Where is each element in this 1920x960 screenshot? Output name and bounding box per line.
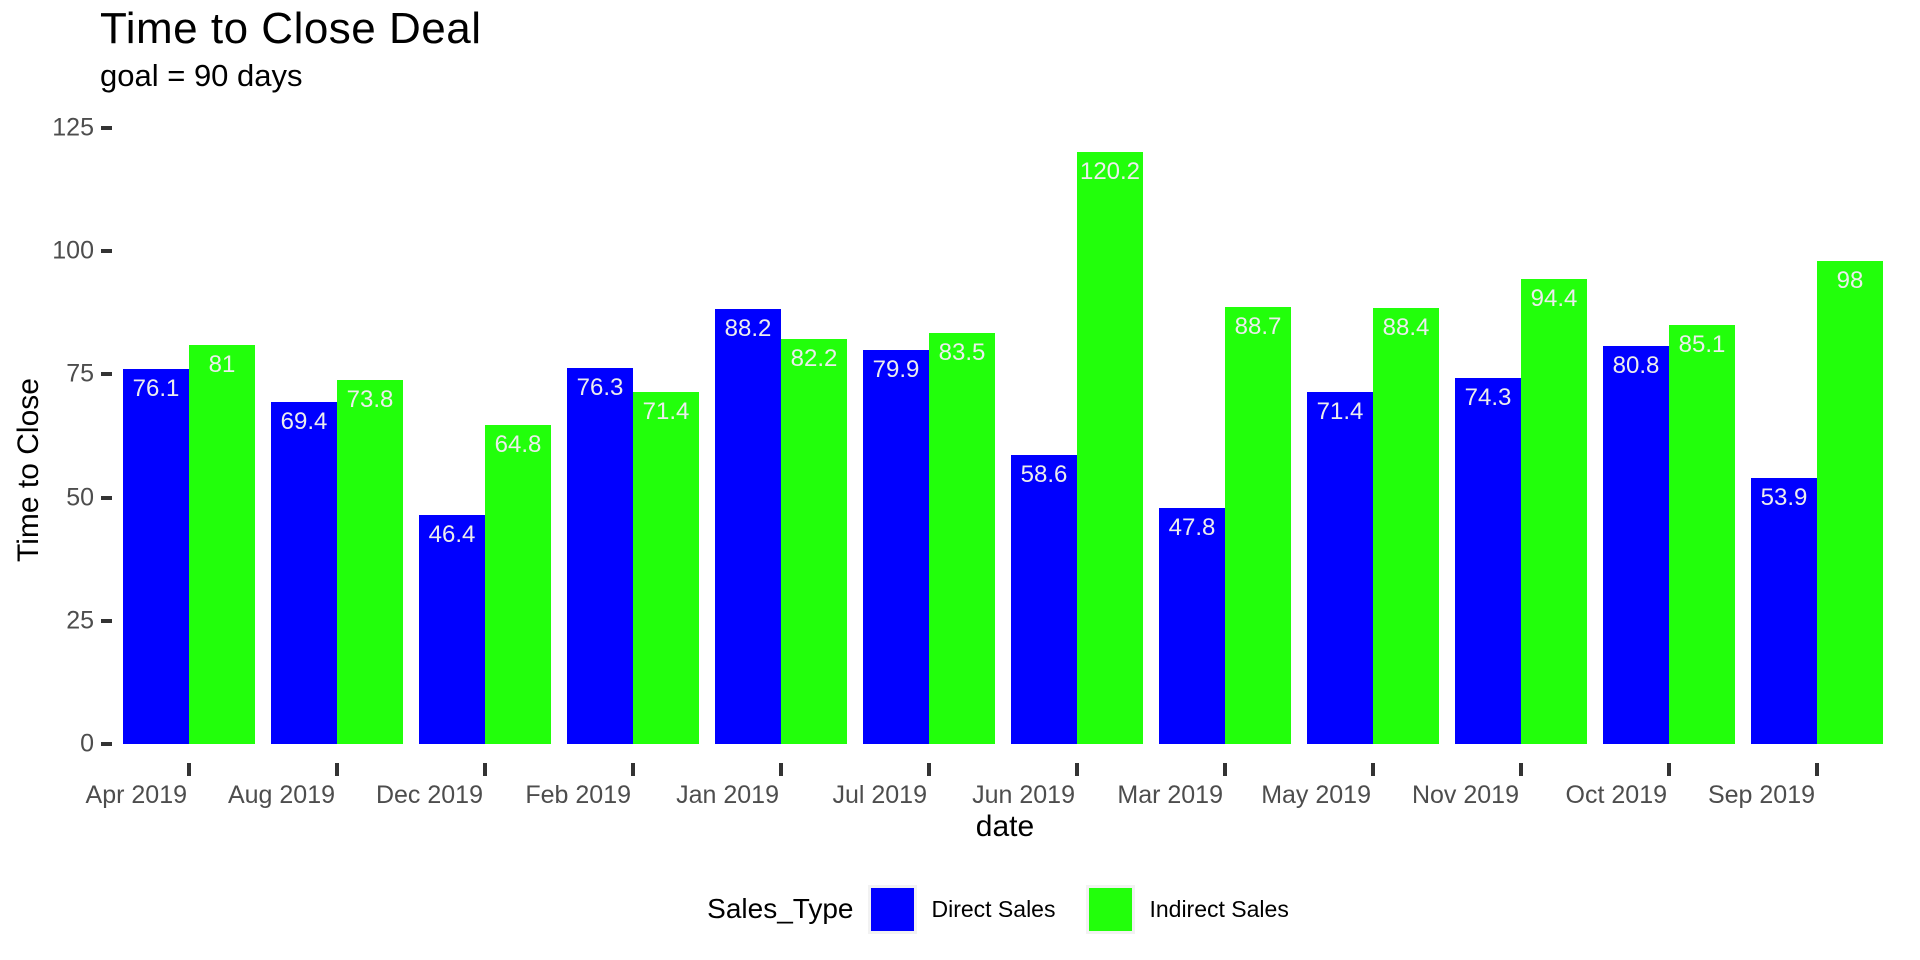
x-tick-label-nov-2019: Nov 2019: [1411, 781, 1519, 809]
bar-indirect-sales-jan-2019: 82.2: [781, 339, 847, 744]
bar-indirect-sales-apr-2019: 81: [189, 345, 255, 744]
bar-value-label-direct-sales-nov-2019: 74.3: [1464, 384, 1512, 411]
x-tick-label-aug-2019: Aug 2019: [227, 781, 335, 809]
bar-value-label-direct-sales-aug-2019: 69.4: [280, 408, 328, 435]
legend: Sales_Type Direct Sales Indirect Sales: [110, 884, 1920, 934]
bar-direct-sales-mar-2019: 47.8: [1159, 508, 1225, 744]
x-tick-mark-jul-2019: [927, 763, 931, 776]
bar-value-label-direct-sales-jun-2019: 58.6: [1020, 461, 1068, 488]
x-tick-mark-jan-2019: [779, 763, 783, 776]
bar-indirect-sales-feb-2019: 71.4: [633, 392, 699, 744]
bar-indirect-sales-jun-2019: 120.2: [1077, 152, 1143, 744]
legend-key-direct-sales: [868, 884, 918, 934]
bar-value-label-direct-sales-sep-2019: 53.9: [1760, 484, 1808, 511]
legend-key-indirect-sales: [1086, 884, 1136, 934]
y-axis-title: Time to Close: [12, 378, 45, 562]
bar-value-label-indirect-sales-may-2019: 88.4: [1382, 314, 1430, 341]
legend-title: Sales_Type: [707, 893, 854, 924]
y-tick-label-125: 125: [52, 113, 94, 142]
x-tick-label-feb-2019: Feb 2019: [525, 781, 631, 809]
x-tick-mark-dec-2019: [483, 763, 487, 776]
y-tick-mark-0: [101, 742, 112, 746]
y-tick-label-25: 25: [66, 606, 94, 635]
bar-value-label-direct-sales-jan-2019: 88.2: [724, 315, 772, 342]
x-tick-mark-apr-2019: [187, 763, 191, 776]
y-tick-label-0: 0: [80, 729, 94, 758]
bar-value-label-indirect-sales-jan-2019: 82.2: [790, 345, 838, 372]
y-tick-label-50: 50: [66, 483, 94, 512]
x-tick-mark-aug-2019: [335, 763, 339, 776]
y-tick-mark-125: [101, 126, 112, 130]
bar-direct-sales-jun-2019: 58.6: [1011, 455, 1077, 744]
bar-direct-sales-sep-2019: 53.9: [1751, 478, 1817, 744]
bar-value-label-indirect-sales-oct-2019: 85.1: [1678, 331, 1726, 358]
x-tick-label-may-2019: May 2019: [1261, 781, 1371, 809]
x-tick-mark-oct-2019: [1667, 763, 1671, 776]
bar-direct-sales-dec-2019: 46.4: [419, 515, 485, 744]
y-tick-mark-100: [101, 249, 112, 254]
x-tick-label-mar-2019: Mar 2019: [1117, 781, 1223, 809]
legend-label-indirect-sales: Indirect Sales: [1149, 895, 1289, 922]
x-tick-mark-mar-2019: [1223, 763, 1227, 776]
bar-value-label-direct-sales-apr-2019: 76.1: [132, 375, 180, 402]
bar-direct-sales-oct-2019: 80.8: [1603, 346, 1669, 744]
bar-direct-sales-jan-2019: 88.2: [715, 309, 781, 744]
x-tick-mark-sep-2019: [1815, 763, 1819, 776]
bar-value-label-indirect-sales-dec-2019: 64.8: [494, 431, 542, 458]
bar-direct-sales-nov-2019: 74.3: [1455, 378, 1521, 744]
y-tick-label-75: 75: [66, 359, 94, 388]
y-tick-mark-50: [101, 495, 112, 500]
bar-indirect-sales-aug-2019: 73.8: [337, 380, 403, 744]
bar-value-label-direct-sales-mar-2019: 47.8: [1168, 514, 1216, 541]
bar-value-label-indirect-sales-aug-2019: 73.8: [346, 386, 394, 413]
x-tick-mark-feb-2019: [631, 763, 635, 776]
bar-value-label-indirect-sales-feb-2019: 71.4: [642, 398, 690, 425]
bar-indirect-sales-nov-2019: 94.4: [1521, 279, 1587, 744]
y-tick-mark-75: [101, 372, 112, 377]
legend-label-direct-sales: Direct Sales: [931, 895, 1056, 922]
bar-indirect-sales-dec-2019: 64.8: [485, 425, 551, 744]
x-axis-title: date: [975, 810, 1035, 843]
bar-value-label-indirect-sales-sep-2019: 98: [1836, 267, 1864, 294]
bar-indirect-sales-mar-2019: 88.7: [1225, 307, 1291, 744]
bar-value-label-indirect-sales-apr-2019: 81: [208, 351, 236, 378]
x-tick-label-dec-2019: Dec 2019: [375, 781, 483, 809]
x-tick-label-jun-2019: Jun 2019: [972, 781, 1075, 809]
bar-direct-sales-jul-2019: 79.9: [863, 350, 929, 744]
legend-item-direct-sales: Direct Sales: [868, 884, 1056, 934]
x-tick-mark-jun-2019: [1075, 763, 1079, 776]
bar-value-label-direct-sales-dec-2019: 46.4: [428, 521, 476, 548]
x-tick-label-sep-2019: Sep 2019: [1707, 781, 1815, 809]
bar-indirect-sales-jul-2019: 83.5: [929, 333, 995, 744]
bar-direct-sales-may-2019: 71.4: [1307, 392, 1373, 744]
x-tick-mark-may-2019: [1371, 763, 1375, 776]
x-tick-label-jul-2019: Jul 2019: [832, 781, 927, 809]
bar-value-label-direct-sales-oct-2019: 80.8: [1612, 352, 1660, 379]
y-tick-mark-25: [101, 618, 112, 623]
bar-value-label-direct-sales-feb-2019: 76.3: [576, 374, 624, 401]
x-tick-label-jan-2019: Jan 2019: [676, 781, 779, 809]
bar-indirect-sales-sep-2019: 98: [1817, 261, 1883, 744]
bar-value-label-direct-sales-may-2019: 71.4: [1316, 398, 1364, 425]
bar-direct-sales-apr-2019: 76.1: [123, 369, 189, 744]
legend-item-indirect-sales: Indirect Sales: [1086, 884, 1289, 934]
chart-subtitle: goal = 90 days: [100, 58, 303, 93]
bar-value-label-indirect-sales-jul-2019: 83.5: [938, 339, 986, 366]
bar-value-label-direct-sales-jul-2019: 79.9: [872, 356, 920, 383]
x-tick-label-apr-2019: Apr 2019: [85, 781, 187, 809]
x-tick-label-oct-2019: Oct 2019: [1565, 781, 1667, 809]
bar-value-label-indirect-sales-mar-2019: 88.7: [1234, 313, 1282, 340]
y-tick-label-100: 100: [52, 236, 94, 265]
bar-value-label-indirect-sales-jun-2019: 120.2: [1079, 158, 1141, 185]
bar-indirect-sales-may-2019: 88.4: [1373, 308, 1439, 744]
bar-direct-sales-aug-2019: 69.4: [271, 402, 337, 744]
bar-indirect-sales-oct-2019: 85.1: [1669, 325, 1735, 744]
x-tick-mark-nov-2019: [1519, 763, 1523, 776]
chart-title: Time to Close Deal: [100, 4, 482, 53]
bar-direct-sales-feb-2019: 76.3: [567, 368, 633, 744]
bar-value-label-indirect-sales-nov-2019: 94.4: [1530, 285, 1578, 312]
